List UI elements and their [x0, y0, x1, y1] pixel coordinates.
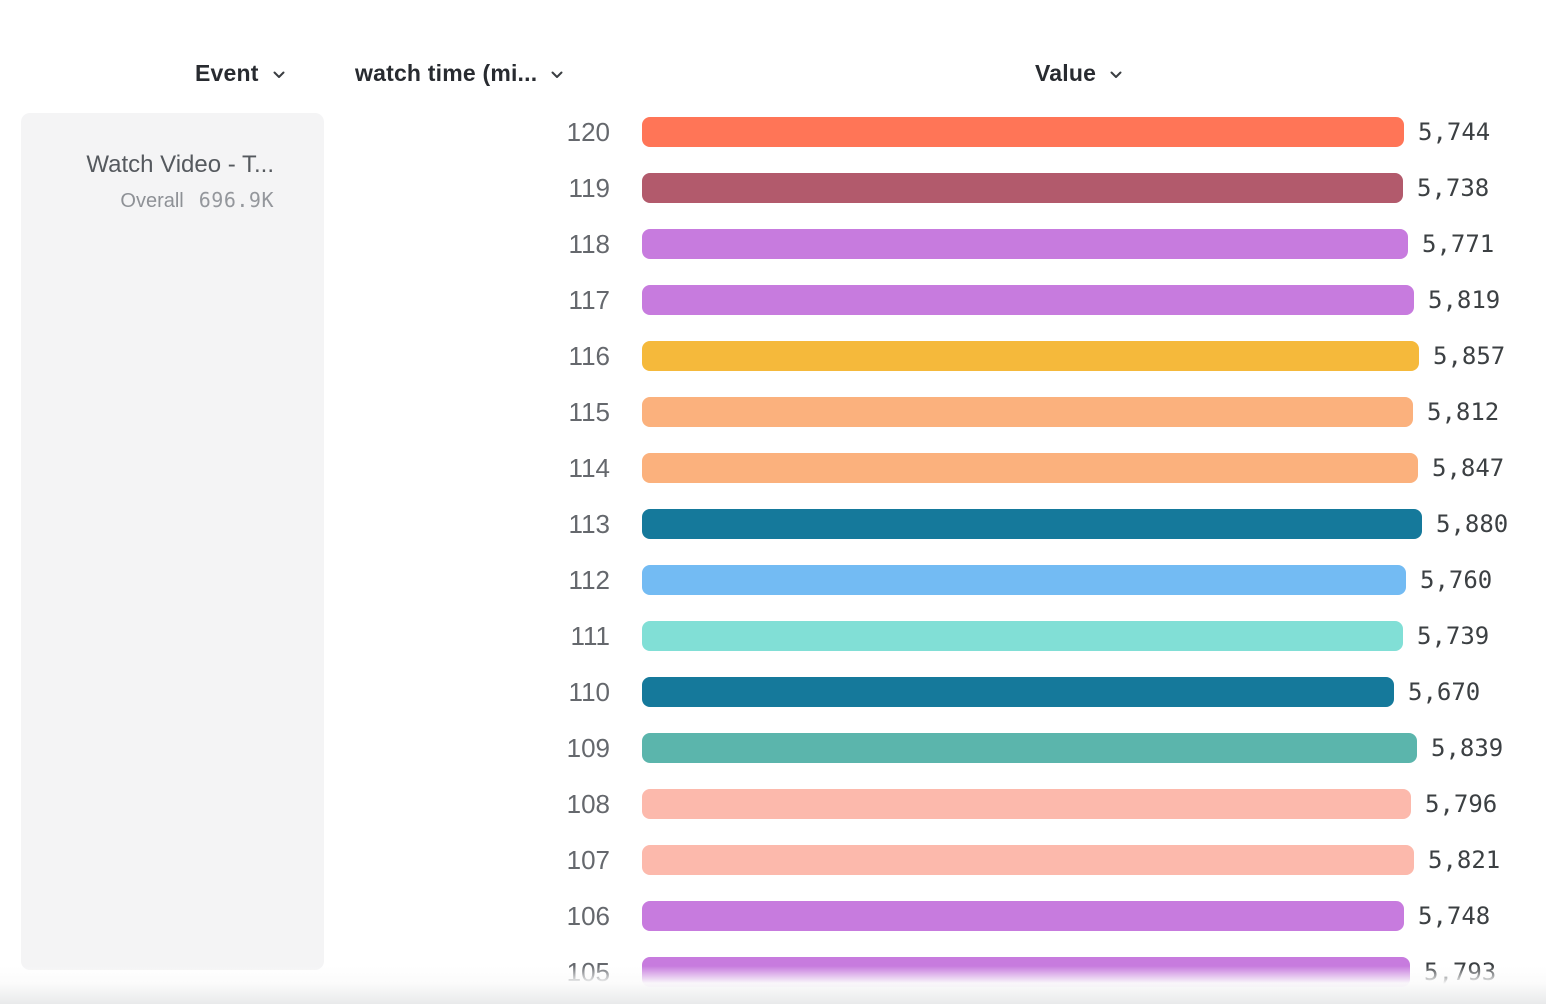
- breakdown-column-header[interactable]: watch time (mi...: [355, 58, 565, 88]
- row-category-label: 111: [570, 620, 610, 651]
- bar-row: 116 5,857: [0, 328, 1546, 384]
- bar-value-label: 5,847: [1432, 454, 1505, 482]
- chevron-down-icon: [549, 67, 565, 83]
- bar-value-label: 5,839: [1431, 734, 1504, 762]
- bar-value-label: 5,744: [1418, 118, 1491, 146]
- bar-row: 118 5,771: [0, 216, 1546, 272]
- bar-segment[interactable]: [642, 285, 1414, 315]
- value-column-header[interactable]: Value: [1035, 58, 1124, 88]
- bar-value-label: 5,796: [1425, 790, 1498, 818]
- row-category-label: 110: [568, 676, 610, 707]
- row-category-label: 109: [566, 732, 610, 763]
- bar-track: 5,839: [642, 733, 1503, 763]
- row-category-label: 112: [568, 564, 610, 595]
- bar-value-label: 5,821: [1428, 846, 1501, 874]
- bar-segment[interactable]: [642, 677, 1394, 707]
- row-category-label: 108: [566, 788, 610, 819]
- bar-row: 115 5,812: [0, 384, 1546, 440]
- bar-track: 5,847: [642, 453, 1504, 483]
- bar-value-label: 5,880: [1436, 510, 1509, 538]
- bar-value-label: 5,812: [1427, 398, 1500, 426]
- event-cell[interactable]: Watch Video - T... Overall 696.9K: [21, 113, 324, 970]
- row-category-label: 120: [566, 116, 610, 147]
- chevron-down-icon: [1108, 67, 1124, 83]
- bar-row: 114 5,847: [0, 440, 1546, 496]
- chevron-down-icon: [271, 67, 287, 83]
- bar-track: 5,793: [642, 957, 1496, 987]
- bar-segment[interactable]: [642, 565, 1406, 595]
- bar-row: 105 5,793: [0, 944, 1546, 1000]
- bar-row: 110 5,670: [0, 664, 1546, 720]
- row-category-label: 113: [568, 508, 610, 539]
- event-overall-row: Overall 696.9K: [41, 188, 274, 213]
- bar-track: 5,670: [642, 677, 1480, 707]
- bar-value-label: 5,793: [1424, 958, 1497, 986]
- bar-segment[interactable]: [642, 229, 1408, 259]
- bar-value-label: 5,739: [1417, 622, 1490, 650]
- bar-value-label: 5,760: [1420, 566, 1493, 594]
- bar-track: 5,771: [642, 229, 1494, 259]
- bar-value-label: 5,771: [1422, 230, 1495, 258]
- bar-track: 5,744: [642, 117, 1490, 147]
- bar-segment[interactable]: [642, 957, 1410, 987]
- bar-row: 113 5,880: [0, 496, 1546, 552]
- bar-value-label: 5,670: [1408, 678, 1481, 706]
- row-category-label: 116: [568, 340, 610, 371]
- bar-track: 5,739: [642, 621, 1489, 651]
- bar-segment[interactable]: [642, 789, 1411, 819]
- bar-track: 5,812: [642, 397, 1499, 427]
- row-category-label: 114: [568, 452, 610, 483]
- bar-track: 5,748: [642, 901, 1490, 931]
- bar-value-label: 5,857: [1433, 342, 1506, 370]
- bar-track: 5,819: [642, 285, 1500, 315]
- overall-value: 696.9K: [198, 188, 274, 213]
- row-category-label: 118: [568, 228, 610, 259]
- row-category-label: 105: [566, 956, 610, 987]
- bar-segment[interactable]: [642, 901, 1404, 931]
- event-column-label: Event: [195, 59, 259, 86]
- event-column-header[interactable]: Event: [195, 58, 287, 88]
- row-category-label: 119: [568, 172, 610, 203]
- bar-value-label: 5,819: [1428, 286, 1501, 314]
- bar-rows: 120 5,744 119 5,738 118 5,771 117 5,819 116 5,857…: [0, 104, 1546, 1000]
- bar-track: 5,796: [642, 789, 1497, 819]
- bar-value-label: 5,738: [1417, 174, 1490, 202]
- bar-track: 5,857: [642, 341, 1505, 371]
- row-category-label: 117: [568, 284, 610, 315]
- bar-segment[interactable]: [642, 397, 1413, 427]
- value-column-label: Value: [1035, 59, 1097, 86]
- bar-segment[interactable]: [642, 453, 1418, 483]
- bar-segment[interactable]: [642, 341, 1419, 371]
- bar-row: 108 5,796: [0, 776, 1546, 832]
- bar-track: 5,821: [642, 845, 1500, 875]
- bar-track: 5,880: [642, 509, 1508, 539]
- bar-segment[interactable]: [642, 509, 1422, 539]
- row-category-label: 115: [568, 396, 610, 427]
- bar-row: 107 5,821: [0, 832, 1546, 888]
- bar-track: 5,738: [642, 173, 1489, 203]
- event-name: Watch Video - T...: [86, 151, 274, 178]
- bar-row: 120 5,744: [0, 104, 1546, 160]
- bar-row: 111 5,739: [0, 608, 1546, 664]
- bar-segment[interactable]: [642, 733, 1417, 763]
- bar-track: 5,760: [642, 565, 1492, 595]
- bar-value-label: 5,748: [1418, 902, 1491, 930]
- row-category-label: 106: [566, 900, 610, 931]
- bar-segment[interactable]: [642, 845, 1414, 875]
- bar-row: 119 5,738: [0, 160, 1546, 216]
- bar-row: 106 5,748: [0, 888, 1546, 944]
- row-category-label: 107: [566, 844, 610, 875]
- bar-segment[interactable]: [642, 173, 1403, 203]
- bar-segment[interactable]: [642, 117, 1404, 147]
- overall-label: Overall: [120, 190, 184, 213]
- bar-segment[interactable]: [642, 621, 1403, 651]
- bar-row: 112 5,760: [0, 552, 1546, 608]
- breakdown-column-label: watch time (mi...: [355, 59, 538, 86]
- bar-row: 117 5,819: [0, 272, 1546, 328]
- bar-row: 109 5,839: [0, 720, 1546, 776]
